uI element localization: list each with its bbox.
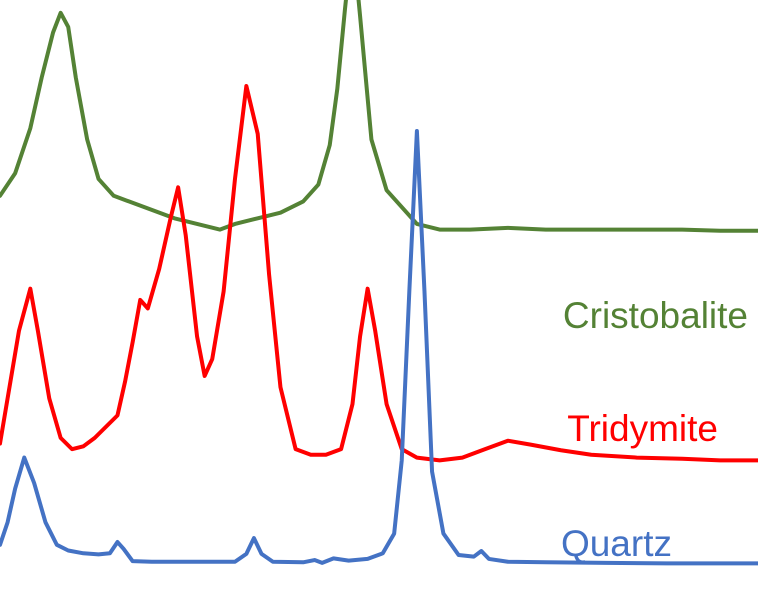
series-label-quartz: Quartz [561,523,672,564]
series-line-tridymite [0,84,758,463]
series-label-tridymite: Tridymite [567,408,718,449]
series-line-cristobalite [0,0,758,233]
series-lines [0,0,758,566]
series-labels: Cristobalite Tridymite Quartz [561,295,748,564]
series-label-cristobalite: Cristobalite [563,295,748,336]
series-line-quartz [0,129,758,566]
